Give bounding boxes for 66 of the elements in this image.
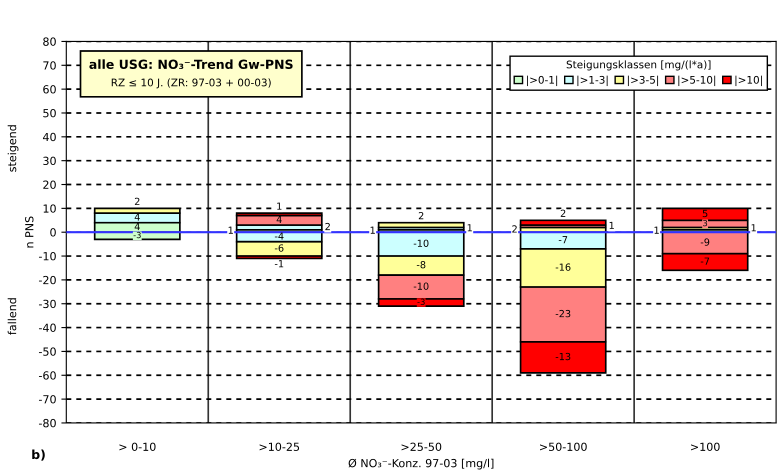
data-label: 2 bbox=[560, 210, 566, 217]
y-tick-label: -30 bbox=[38, 300, 56, 308]
data-label: -3 bbox=[134, 232, 141, 238]
data-label: -23 bbox=[556, 310, 570, 318]
data-label: 2 bbox=[418, 212, 424, 220]
y-tick-label: 30 bbox=[43, 156, 56, 166]
data-label: 1 bbox=[228, 226, 233, 234]
legend-label: |>3-5| bbox=[628, 76, 658, 86]
y-tick-label: 20 bbox=[43, 180, 56, 189]
y-tick-label: 70 bbox=[43, 61, 56, 70]
y-tick-label: 80 bbox=[43, 37, 56, 46]
y-axis-title: n PNS bbox=[25, 216, 34, 248]
data-label: -6 bbox=[274, 244, 284, 252]
y-tick-label: -40 bbox=[38, 324, 56, 332]
x-tick-label: >10-25 bbox=[260, 442, 300, 452]
data-label: -8 bbox=[416, 261, 426, 268]
data-label: 1 bbox=[610, 222, 614, 229]
data-label: 1 bbox=[654, 226, 659, 234]
bar bbox=[378, 222, 465, 228]
y-tick-label: 0 bbox=[50, 228, 56, 237]
data-label: -1 bbox=[274, 260, 284, 268]
data-label: 1 bbox=[370, 226, 375, 234]
y-tick-label: -70 bbox=[38, 395, 56, 404]
data-label: 5 bbox=[702, 210, 708, 218]
y-tick-label: -20 bbox=[38, 276, 56, 284]
x-tick-label: >25-50 bbox=[402, 442, 442, 452]
data-label: 4 bbox=[276, 216, 282, 223]
legend-label: |>1-3| bbox=[577, 76, 608, 86]
bar bbox=[520, 219, 607, 226]
y-tick-label: -50 bbox=[38, 347, 56, 356]
legend-label: |>0-1| bbox=[526, 76, 558, 86]
legend-label: |>5-10| bbox=[678, 76, 716, 86]
y-tick-label: 40 bbox=[42, 132, 56, 142]
data-label: -10 bbox=[414, 282, 428, 290]
data-label: 1 bbox=[752, 224, 756, 232]
y-tick-label: 50 bbox=[43, 108, 56, 118]
data-label: -10 bbox=[414, 240, 428, 247]
data-label: 1 bbox=[468, 224, 472, 232]
y-tick-label: 60 bbox=[43, 85, 56, 94]
data-label: -3 bbox=[417, 298, 425, 305]
text: b) bbox=[32, 449, 45, 461]
legend-label: |>10| bbox=[735, 76, 762, 86]
text: fallend bbox=[8, 298, 16, 335]
data-label: -7 bbox=[700, 258, 710, 265]
legend-title: Steigungsklassen [mg/(l*a)] bbox=[566, 60, 710, 70]
y-tick-label: 10 bbox=[44, 204, 56, 213]
data-label: -16 bbox=[556, 263, 570, 271]
data-label: 2 bbox=[134, 198, 140, 205]
data-label: -13 bbox=[556, 352, 570, 360]
text: RZ ≤ 10 J. (ZR: 97-03 + 00-03) bbox=[112, 78, 271, 88]
y-tick-label: -10 bbox=[38, 252, 56, 260]
x-tick-label: > 0-10 bbox=[119, 442, 156, 452]
data-label: -9 bbox=[700, 238, 710, 246]
data-label: 3 bbox=[703, 220, 708, 226]
text: alle USG: NO₃⁻-Trend Gw-PNS bbox=[89, 59, 293, 69]
x-axis-title: Ø NO₃⁻-Konz. 97-03 [mg/l] bbox=[348, 458, 494, 470]
text: steigend bbox=[8, 125, 18, 172]
y-tick-label: -80 bbox=[38, 418, 56, 428]
data-label: 2 bbox=[512, 225, 517, 232]
x-tick-label: >50-100 bbox=[540, 442, 587, 452]
x-tick-label: >100 bbox=[691, 442, 720, 452]
data-label: 2 bbox=[325, 222, 330, 230]
data-label: -4 bbox=[274, 232, 284, 240]
data-label: -7 bbox=[558, 236, 568, 244]
data-label: 1 bbox=[277, 202, 282, 210]
y-tick-label: -60 bbox=[38, 371, 56, 380]
